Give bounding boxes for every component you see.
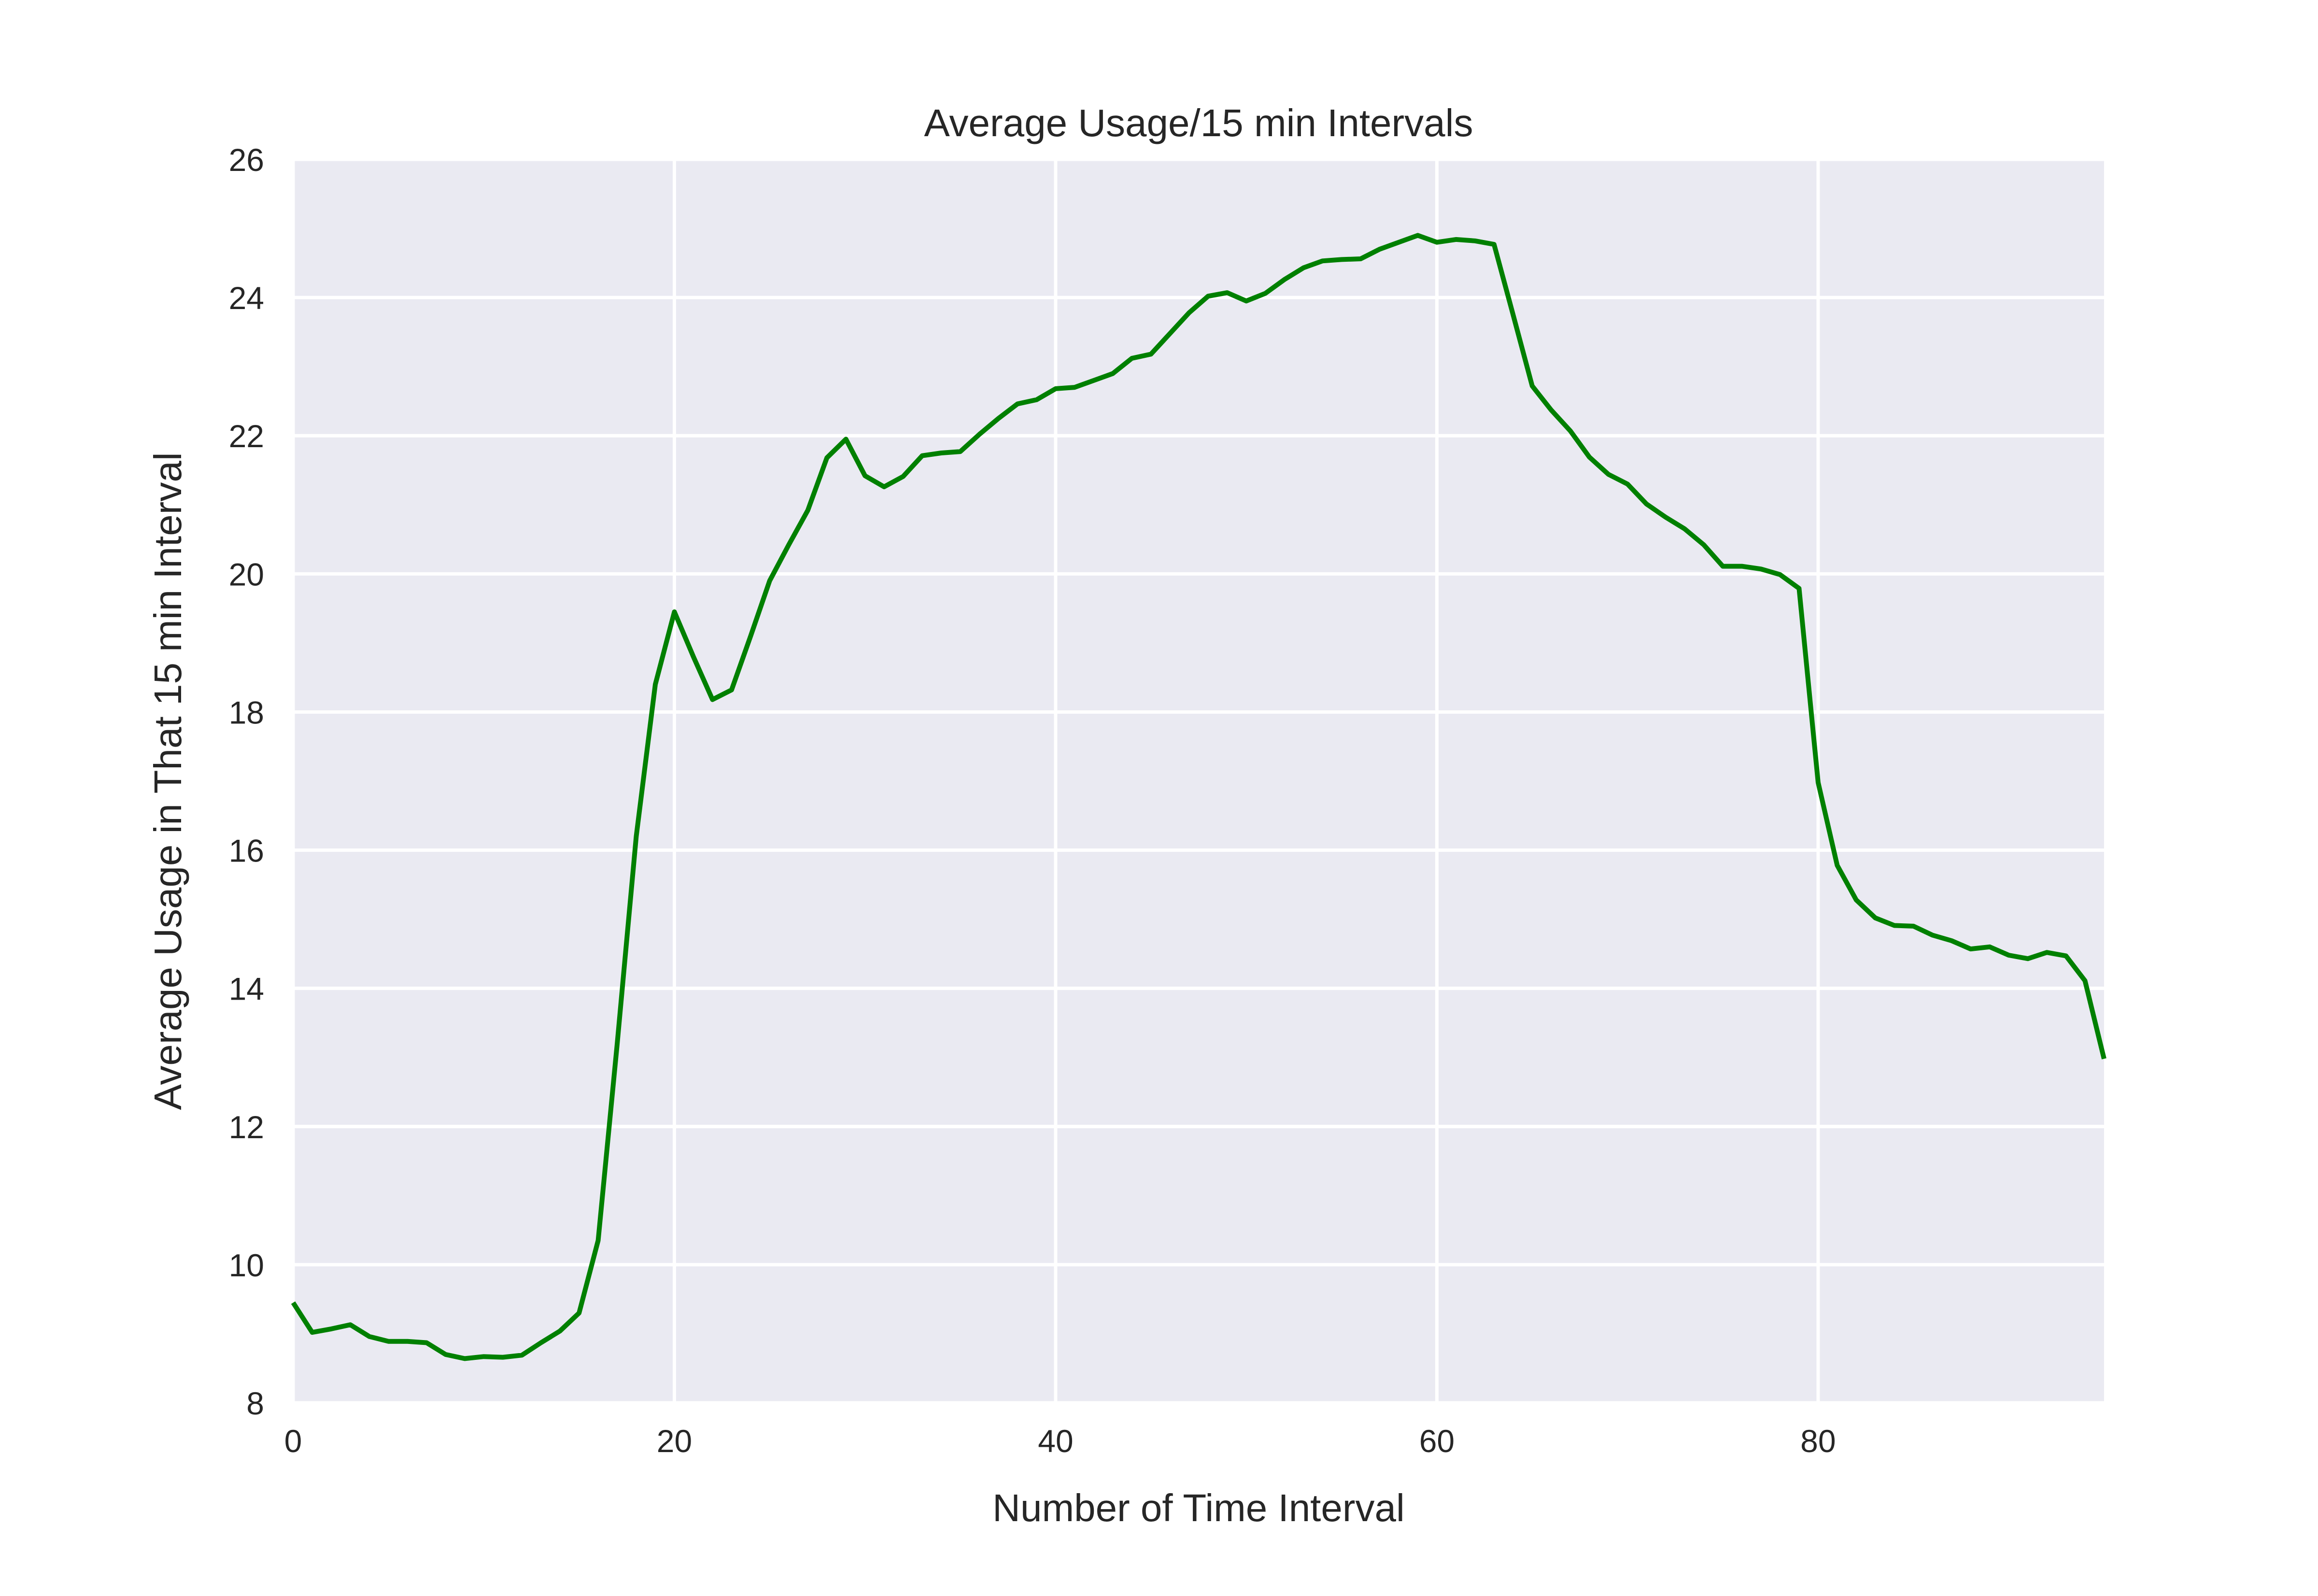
y-axis-label: Average Usage in That 15 min Interval bbox=[146, 452, 189, 1110]
y-tick-label: 24 bbox=[229, 280, 264, 316]
series-layer bbox=[291, 233, 2106, 1361]
x-tick-label: 40 bbox=[1038, 1423, 1073, 1459]
x-axis-label: Number of Time Interval bbox=[992, 1486, 1405, 1529]
x-tick-label: 20 bbox=[657, 1423, 692, 1459]
x-tick-labels: 0 20 40 60 80 bbox=[284, 1423, 1836, 1459]
x-tick-label: 60 bbox=[1419, 1423, 1455, 1459]
x-tick-label: 80 bbox=[1800, 1423, 1836, 1459]
y-tick-label: 18 bbox=[229, 694, 264, 730]
y-tick-label: 16 bbox=[229, 833, 264, 869]
y-tick-label: 26 bbox=[229, 142, 264, 178]
chart-title: Average Usage/15 min Intervals bbox=[924, 101, 1473, 144]
y-tick-label: 12 bbox=[229, 1109, 264, 1145]
y-tick-labels: 8 10 12 14 16 18 20 22 24 26 bbox=[229, 142, 264, 1421]
y-tick-label: 10 bbox=[229, 1247, 264, 1283]
series-line bbox=[291, 233, 2106, 1361]
y-tick-label: 8 bbox=[246, 1385, 264, 1421]
plot-background bbox=[293, 159, 2104, 1403]
y-tick-label: 20 bbox=[229, 556, 264, 592]
x-tick-label: 0 bbox=[284, 1423, 302, 1459]
y-tick-label: 14 bbox=[229, 971, 264, 1007]
y-tick-label: 22 bbox=[229, 418, 264, 454]
